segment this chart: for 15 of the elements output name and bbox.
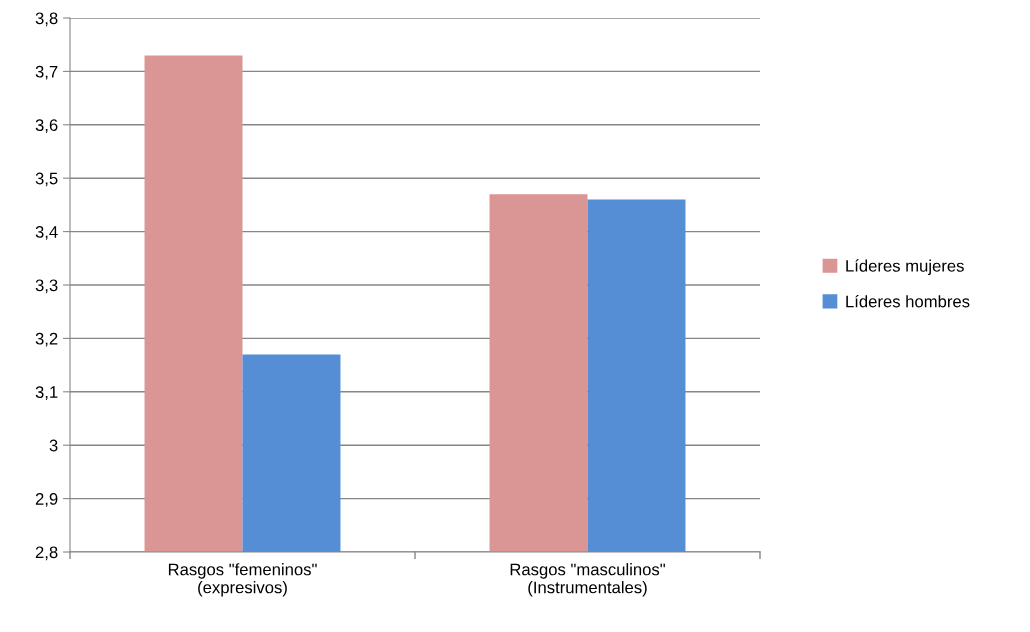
y-tick-label: 3,3	[35, 279, 58, 294]
y-tick-label: 3,1	[35, 386, 58, 400]
y-tick-label: 3,6	[35, 119, 58, 133]
y-tick-label: 3,2	[35, 332, 58, 347]
legend-label: Líderes mujeres	[846, 259, 964, 276]
y-tick-label: 3,7	[35, 65, 58, 80]
y-tick-label: 3,8	[35, 12, 58, 27]
y-tick-label: 3,5	[35, 172, 58, 187]
y-tick-label: 3,4	[35, 226, 58, 240]
y-tick-label: 3	[49, 439, 58, 452]
x-tick-label: Rasgos "femeninos" (expresivos)	[168, 563, 317, 597]
x-tick-label: Rasgos "masculinos" (Instrumentales)	[510, 563, 665, 597]
legend-label: Líderes hombres	[846, 294, 970, 308]
y-tick-label: 2,9	[35, 493, 58, 507]
y-tick-label: 2,8	[35, 546, 58, 561]
